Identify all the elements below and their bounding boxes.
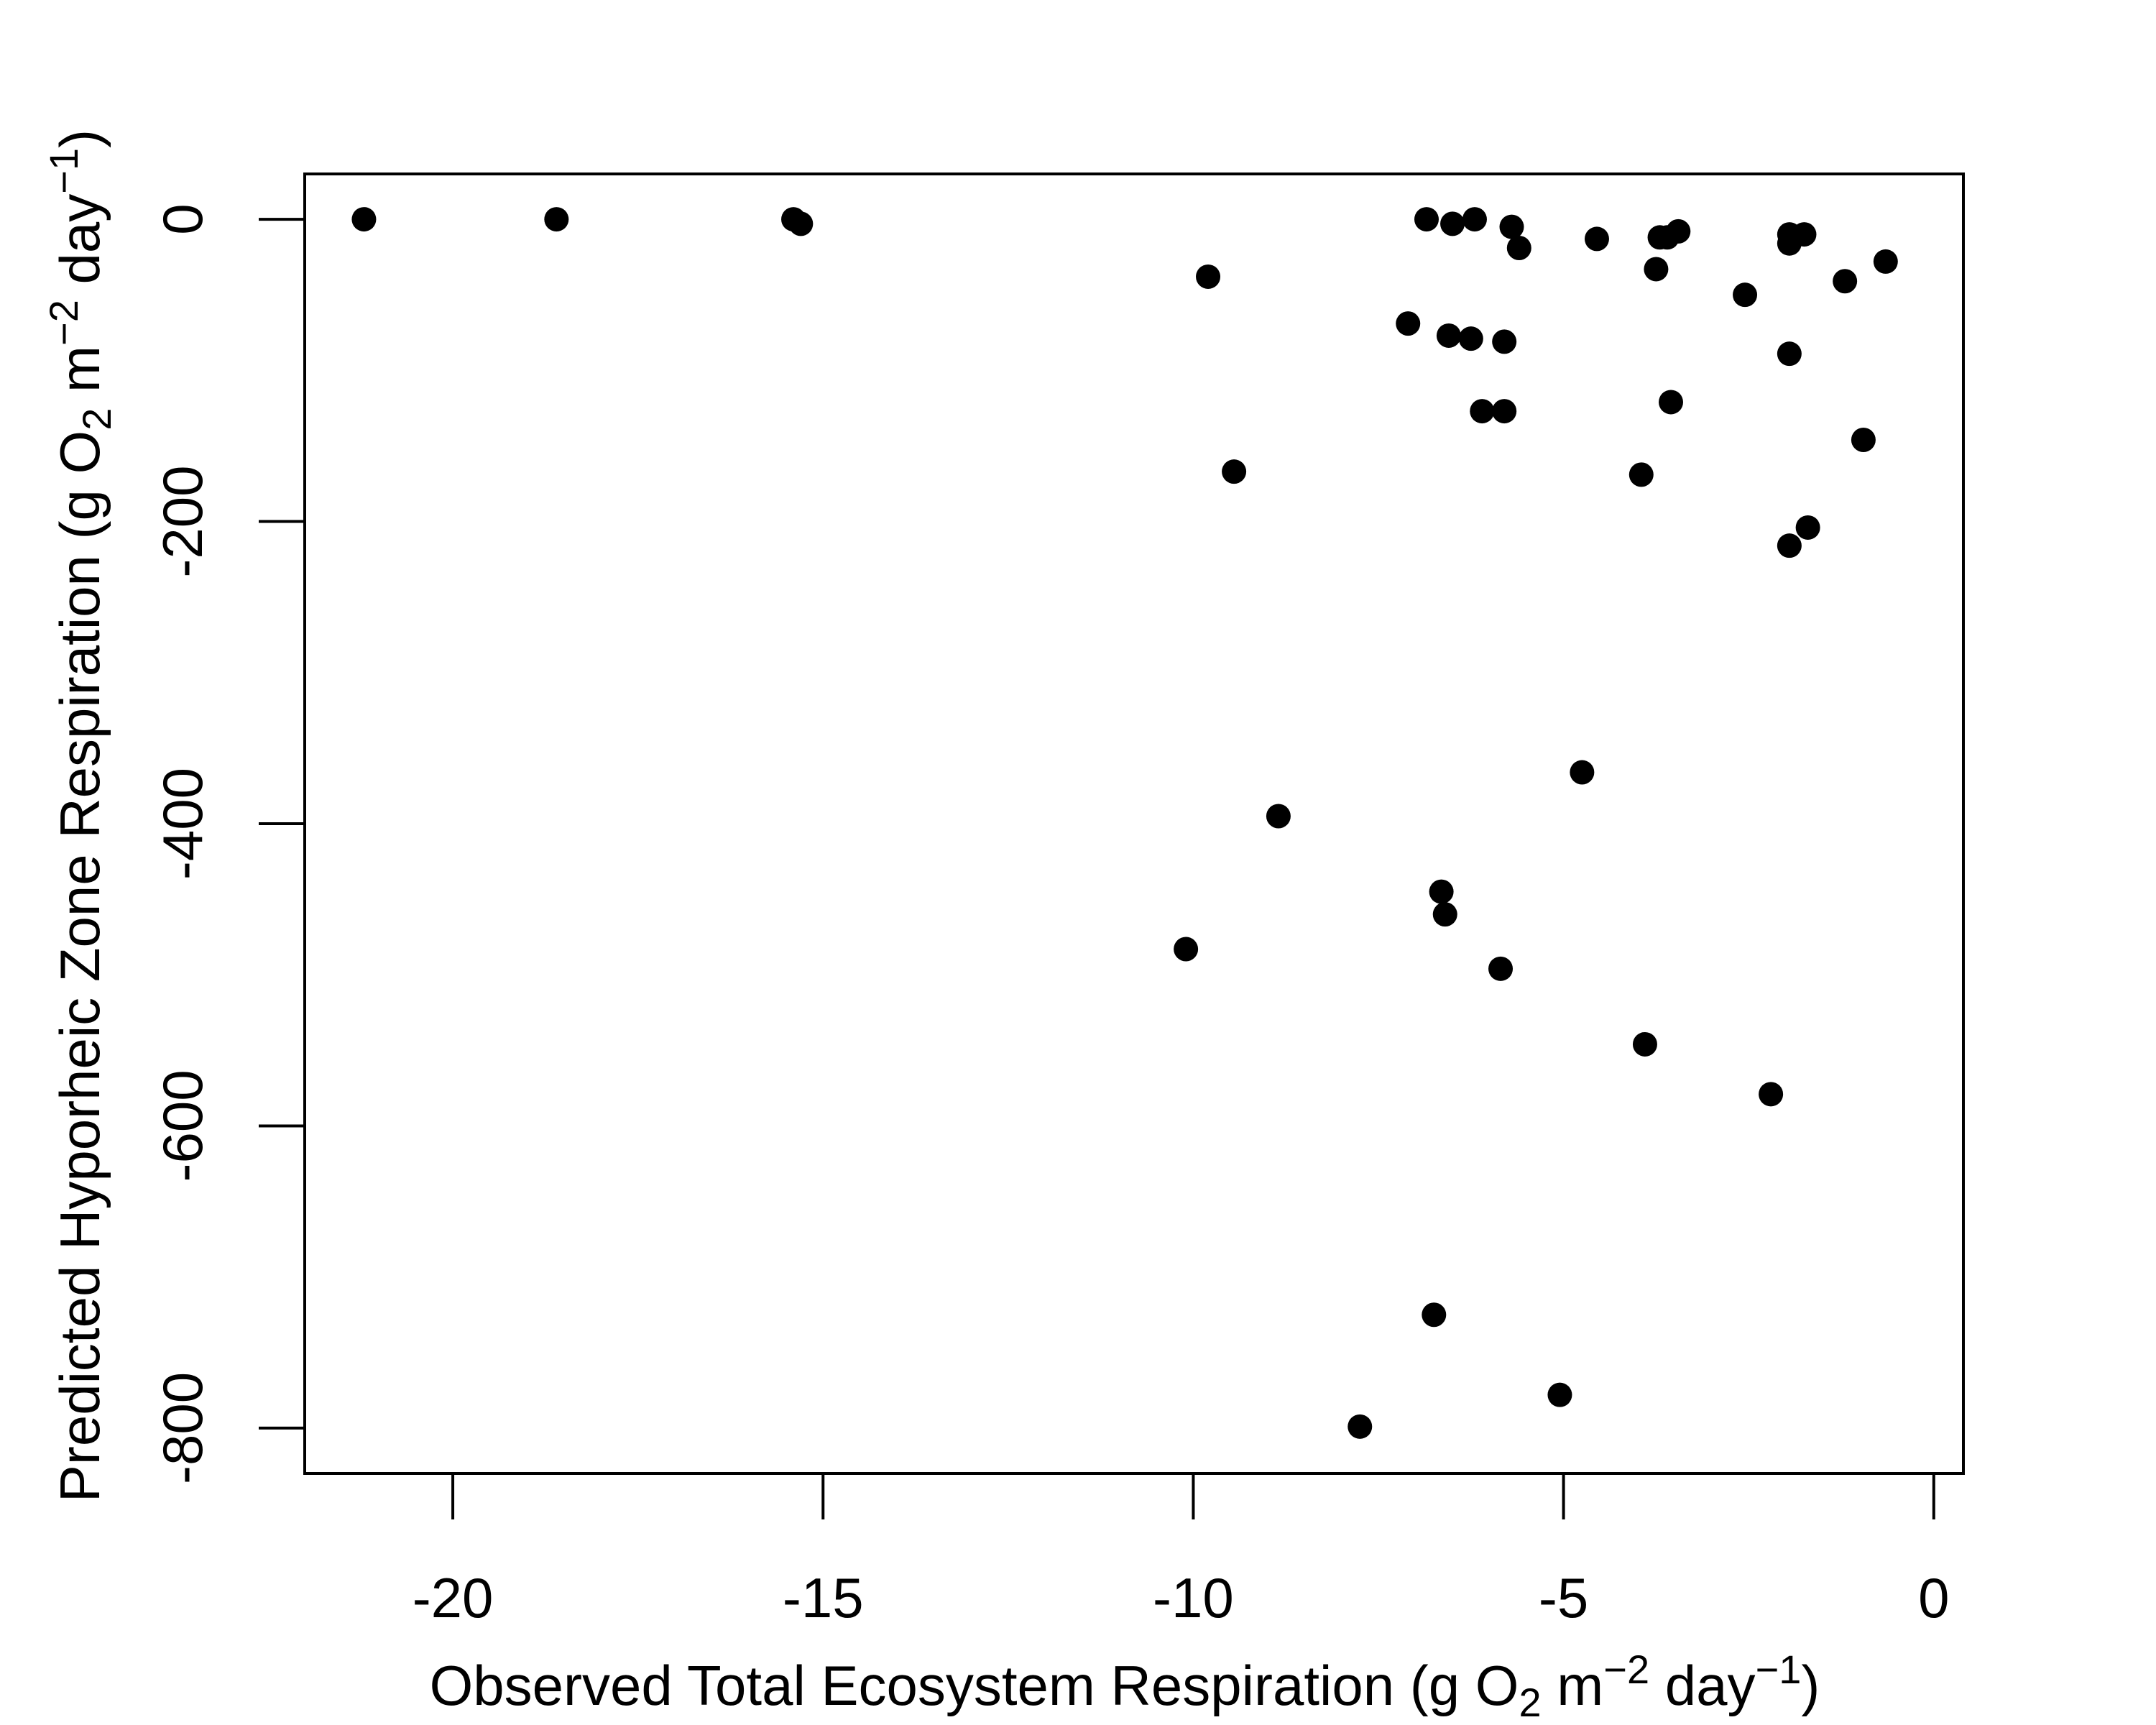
x-axis-label-text-2: m: [1542, 1654, 1604, 1717]
x-tick-label: -20: [413, 1566, 494, 1629]
data-point: [1396, 311, 1421, 336]
y-axis-label-sub: 2: [74, 408, 119, 431]
data-point: [544, 207, 569, 232]
data-point: [1174, 937, 1199, 962]
y-axis-label-text-2: m: [48, 346, 111, 408]
data-point: [351, 207, 377, 232]
y-axis-label-text-4: ): [48, 129, 111, 148]
x-axis-label: Observed Total Ecosystem Respiration (g …: [430, 1647, 1820, 1725]
x-tick-label: -15: [783, 1566, 864, 1629]
data-point: [1492, 399, 1517, 424]
x-tick-label: -10: [1153, 1566, 1234, 1629]
data-point: [1570, 760, 1595, 785]
x-axis-label-text-1: Observed Total Ecosystem Respiration (g …: [430, 1654, 1519, 1717]
data-point: [1547, 1382, 1572, 1407]
data-point: [1759, 1082, 1784, 1107]
x-axis-label-sub: 2: [1519, 1680, 1541, 1725]
data-point: [1436, 323, 1461, 348]
y-axis-label-text-3: day: [48, 194, 111, 300]
data-point: [1632, 1031, 1657, 1057]
data-point: [1414, 207, 1439, 232]
data-point: [1222, 459, 1247, 484]
x-tick-label: 0: [1918, 1566, 1949, 1629]
y-axis-label-text-1: Predicted Hyporheic Zone Respiration (g …: [48, 431, 111, 1502]
data-point: [1795, 515, 1820, 540]
y-axis-label-sup-1: −2: [41, 300, 86, 346]
y-axis-label: Predicted Hyporheic Zone Respiration (g …: [41, 129, 119, 1502]
y-tick-label: -400: [151, 768, 214, 880]
y-tick-label: 0: [151, 203, 214, 234]
data-point: [1873, 249, 1898, 274]
data-point: [1777, 533, 1802, 558]
data-point: [1666, 218, 1691, 244]
data-point: [1644, 257, 1669, 282]
data-point: [1462, 207, 1487, 232]
data-point: [1659, 390, 1684, 415]
y-tick-label: -200: [151, 465, 214, 577]
data-point: [1492, 329, 1517, 354]
data-point: [1851, 428, 1876, 453]
data-point: [1458, 326, 1483, 351]
data-point: [1628, 462, 1654, 487]
y-axis-label-sup-2: −1: [41, 148, 86, 194]
y-axis: 0 -200 -400 -600 -800: [151, 203, 306, 1484]
x-axis: -20 -15 -10 -5 0: [413, 1472, 1953, 1629]
data-point: [1733, 282, 1758, 308]
plot-frame: [303, 172, 1965, 1475]
data-point: [1422, 1302, 1447, 1328]
data-point: [1432, 902, 1457, 927]
data-point: [1792, 222, 1817, 247]
data-point: [788, 211, 814, 236]
data-point: [1777, 341, 1802, 367]
data-point: [1196, 264, 1221, 289]
data-point: [1440, 211, 1465, 236]
y-tick-label: -800: [151, 1372, 214, 1484]
x-axis-label-sup-2: −1: [1756, 1647, 1802, 1692]
data-point: [1833, 269, 1858, 294]
x-tick-label: -5: [1539, 1566, 1588, 1629]
x-axis-label-text-3: day: [1649, 1654, 1755, 1717]
x-axis-label-text-4: ): [1801, 1654, 1820, 1717]
data-points: [351, 207, 1898, 1439]
data-point: [1506, 236, 1531, 261]
data-point: [1470, 399, 1495, 424]
data-point: [1488, 956, 1514, 981]
data-point: [1584, 226, 1609, 252]
y-tick-label: -600: [151, 1070, 214, 1182]
data-point: [1266, 804, 1291, 829]
x-axis-label-sup-1: −2: [1603, 1647, 1649, 1692]
data-point: [1348, 1414, 1373, 1439]
data-point: [1499, 214, 1524, 239]
data-point: [1429, 879, 1454, 904]
